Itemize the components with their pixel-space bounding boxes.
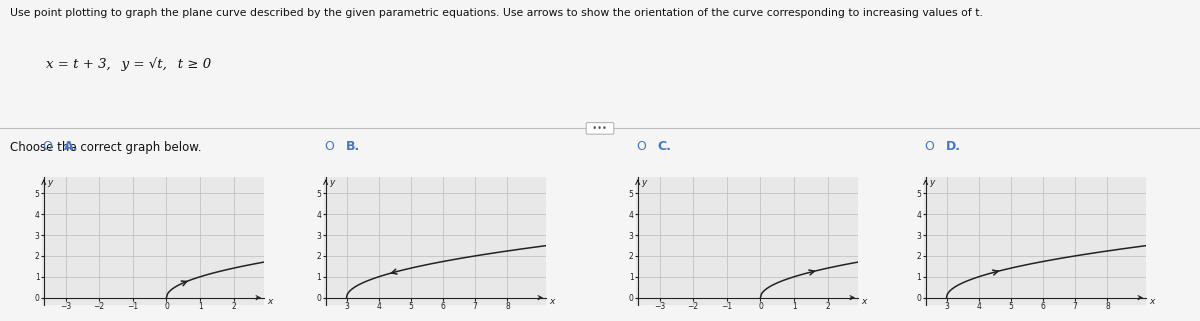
Text: x: x (550, 297, 554, 306)
Text: •••: ••• (588, 124, 612, 133)
Text: x: x (268, 297, 272, 306)
Text: B.: B. (346, 140, 360, 152)
Text: Use point plotting to graph the plane curve described by the given parametric eq: Use point plotting to graph the plane cu… (10, 8, 983, 18)
Text: x: x (862, 297, 866, 306)
Text: O: O (324, 140, 334, 152)
Text: A.: A. (64, 140, 78, 152)
Text: y: y (47, 178, 53, 187)
Text: O: O (42, 140, 52, 152)
Text: x = t + 3,  y = √t,  t ≥ 0: x = t + 3, y = √t, t ≥ 0 (46, 58, 211, 72)
Text: O: O (924, 140, 934, 152)
Text: D.: D. (946, 140, 961, 152)
Text: x: x (1150, 297, 1154, 306)
Text: O: O (636, 140, 646, 152)
Text: y: y (329, 178, 335, 187)
Text: y: y (641, 178, 647, 187)
Text: C.: C. (658, 140, 672, 152)
Text: y: y (929, 178, 935, 187)
Text: Choose the correct graph below.: Choose the correct graph below. (10, 141, 202, 154)
